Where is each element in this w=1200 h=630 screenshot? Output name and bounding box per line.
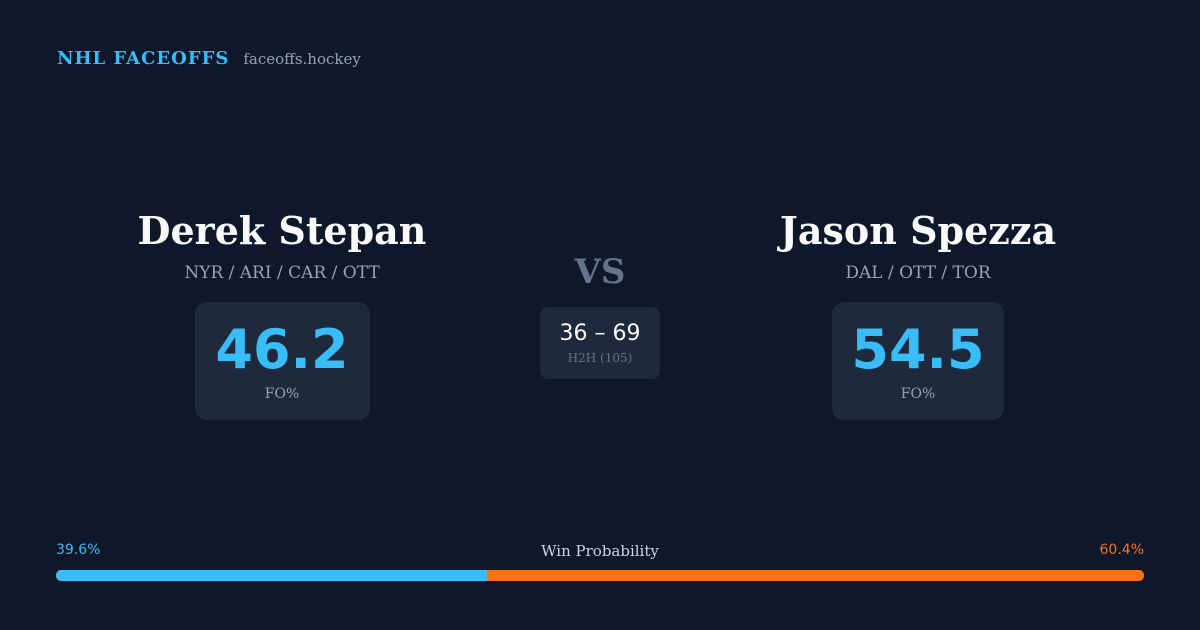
player-right-fo-label: FO% (900, 386, 936, 402)
player-right-fo-value: 54.5 (851, 318, 985, 381)
player-right: Jason Spezza DAL / OTT / TOR 54.5 FO% (728, 205, 1108, 420)
player-right-name: Jason Spezza (779, 208, 1057, 253)
win-probability-labels: 39.6% Win Probability 60.4% (56, 542, 1144, 562)
win-probability-bar (56, 570, 1144, 581)
player-left: Derek Stepan NYR / ARI / CAR / OTT 46.2 … (92, 205, 472, 420)
h2h-label: H2H (105) (567, 351, 633, 365)
player-left-fo-value: 46.2 (215, 318, 349, 381)
player-left-name: Derek Stepan (137, 208, 427, 253)
versus-label: VS (574, 252, 626, 292)
win-probability-right-fill (486, 570, 1144, 581)
player-right-teams: DAL / OTT / TOR (845, 263, 991, 283)
win-probability-right-label: 60.4% (1099, 542, 1144, 558)
player-left-fo-label: FO% (264, 386, 300, 402)
brand-url: faceoffs.hockey (243, 50, 361, 68)
h2h-score: 36 – 69 (559, 321, 641, 346)
player-left-teams: NYR / ARI / CAR / OTT (184, 263, 380, 283)
h2h-card: 36 – 69 H2H (105) (540, 307, 660, 379)
win-probability-left-label: 39.6% (56, 542, 101, 558)
player-left-stat-card: 46.2 FO% (194, 302, 370, 420)
win-probability-left-fill (56, 570, 487, 581)
brand-name: NHL FACEOFFS (57, 48, 230, 69)
win-probability-title: Win Probability (541, 542, 659, 560)
brand: NHL FACEOFFS faceoffs.hockey (57, 48, 361, 69)
player-right-stat-card: 54.5 FO% (832, 302, 1004, 420)
